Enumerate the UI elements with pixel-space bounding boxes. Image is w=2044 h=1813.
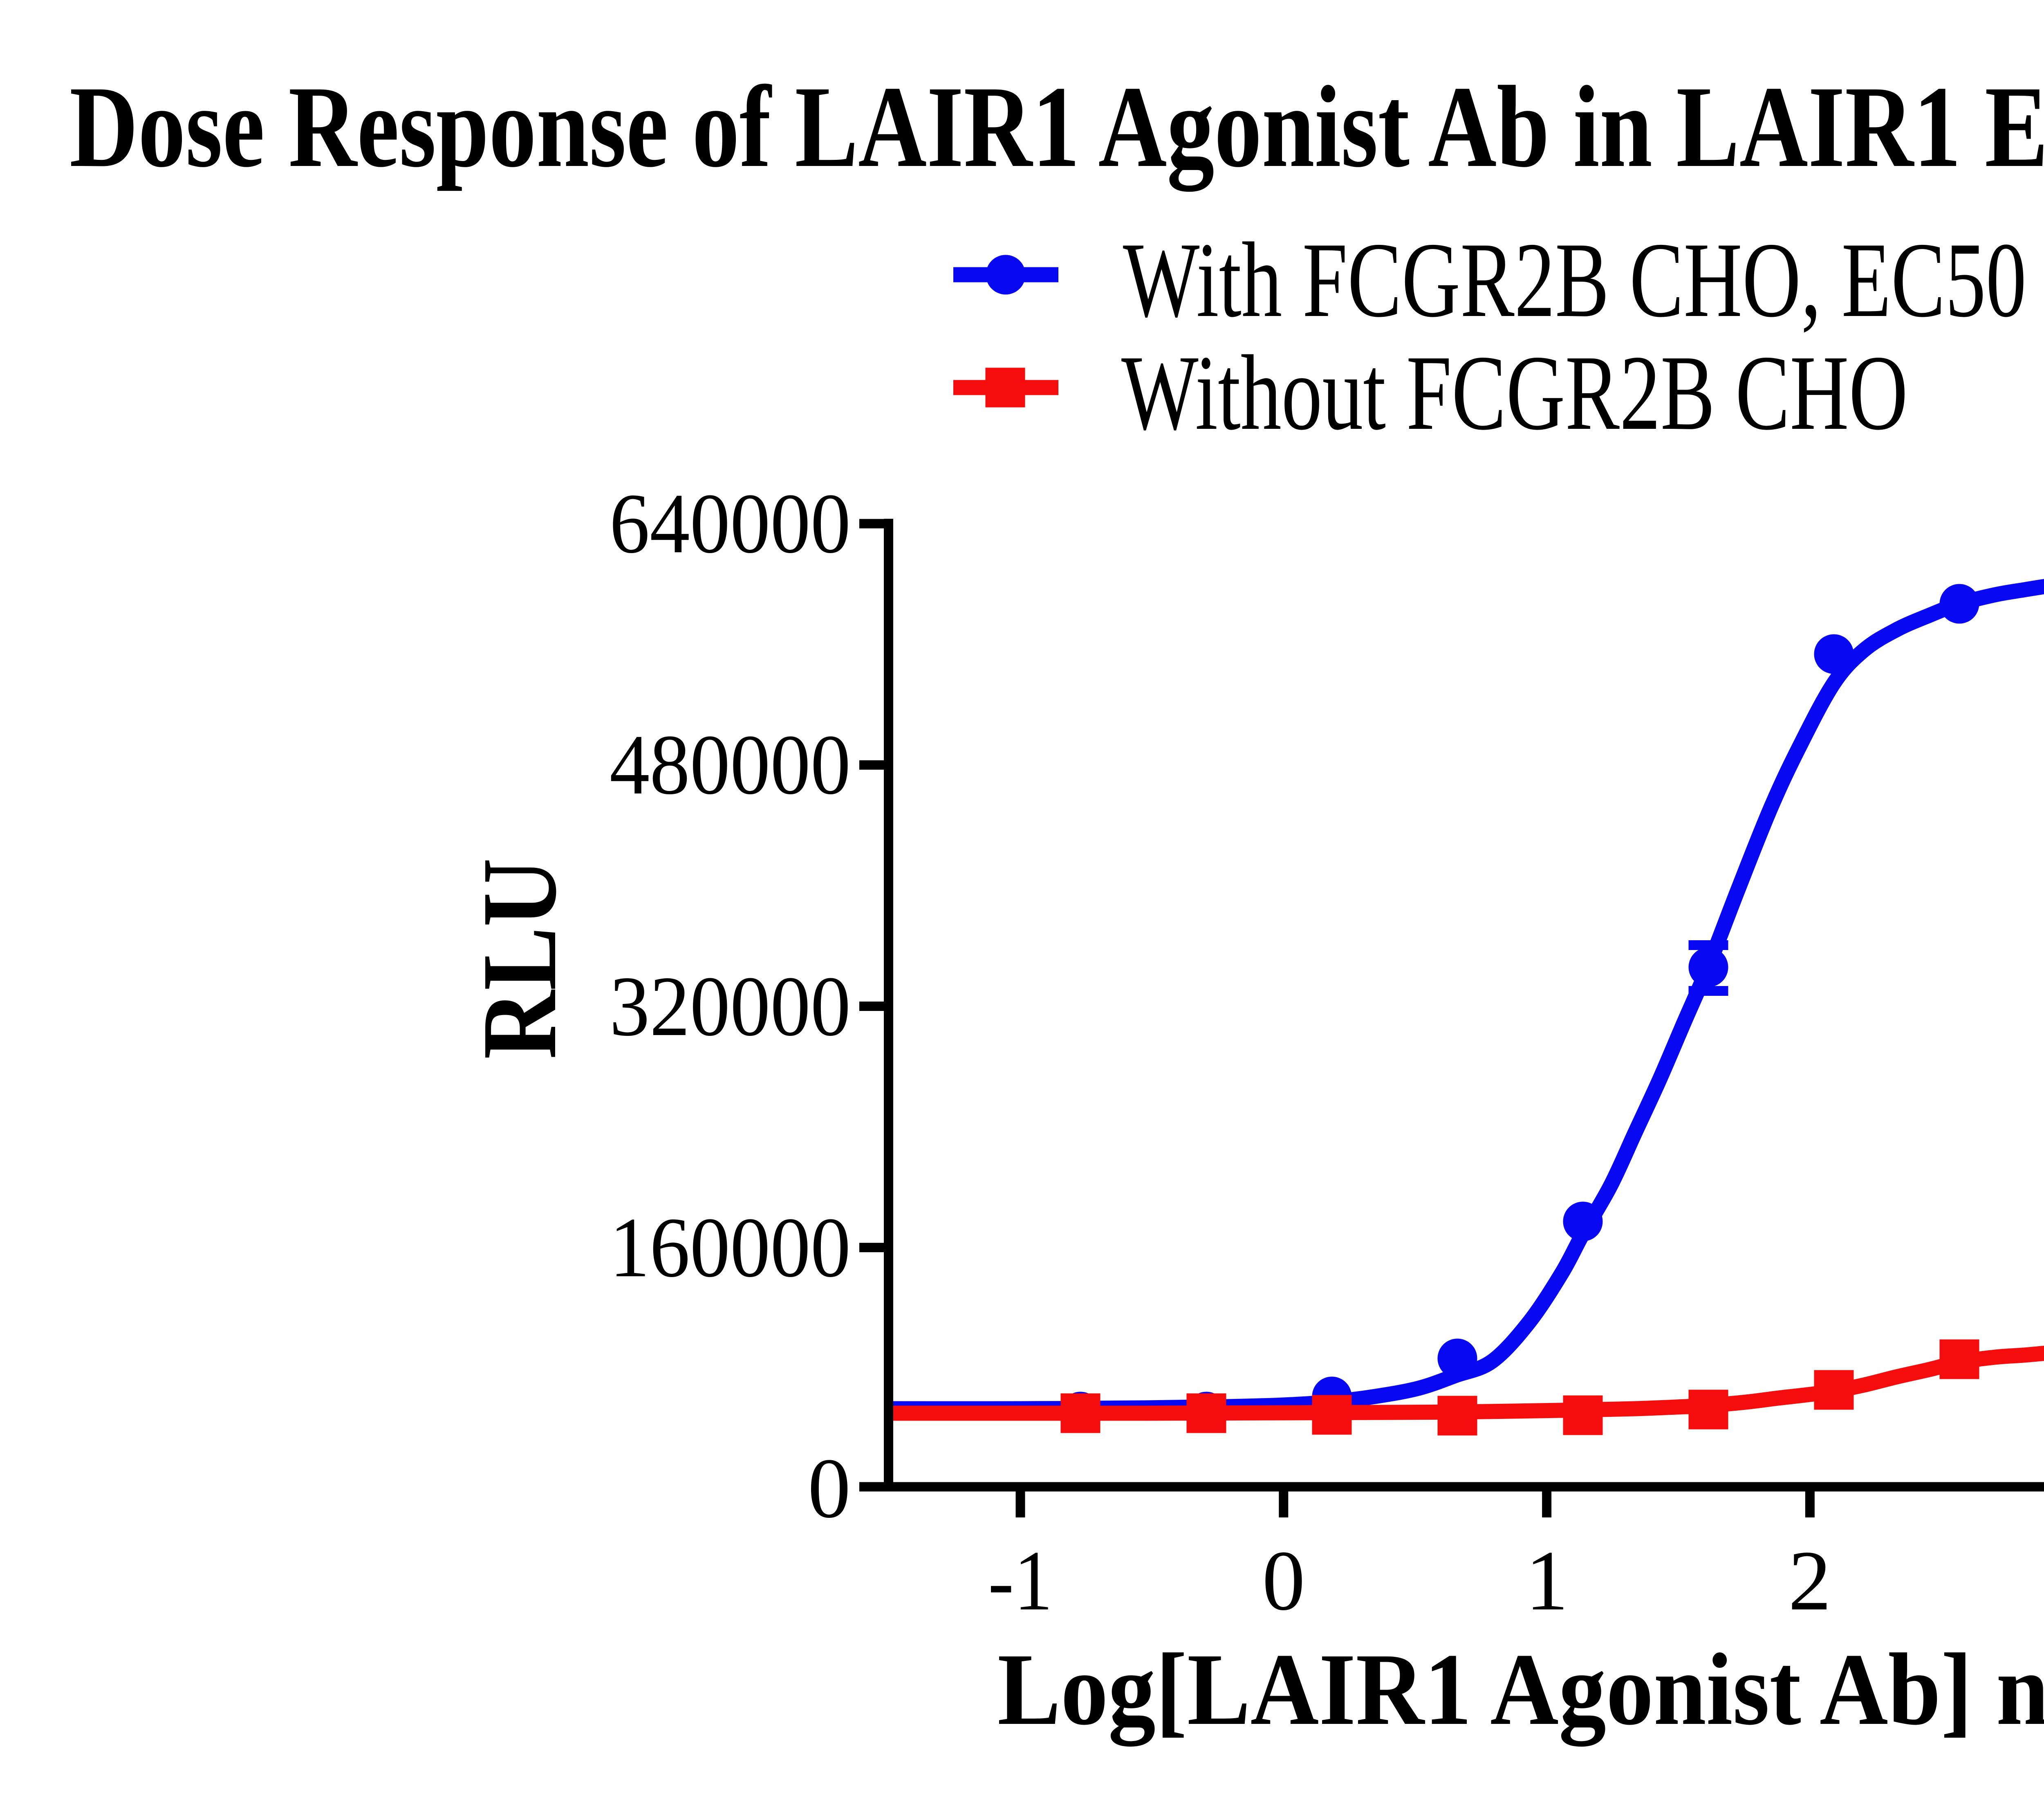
- svg-text:RLU: RLU: [460, 858, 578, 1059]
- svg-text:2: 2: [1788, 1533, 1831, 1628]
- svg-text:640000: 640000: [610, 476, 851, 571]
- svg-text:480000: 480000: [610, 717, 851, 812]
- svg-text:1: 1: [1526, 1533, 1569, 1628]
- svg-text:Log[LAIR1 Agonist Ab] ng/ml: Log[LAIR1 Agonist Ab] ng/ml: [997, 1632, 2044, 1747]
- svg-text:Dose Response of LAIR1 Agonist: Dose Response of LAIR1 Agonist Ab in LAI…: [69, 62, 2044, 193]
- svg-text:160000: 160000: [610, 1200, 851, 1295]
- svg-text:With FCGR2B CHO, EC50 = 34.9 n: With FCGR2B CHO, EC50 = 34.9 ng/ml: [1123, 220, 2044, 340]
- svg-text:-1: -1: [988, 1533, 1053, 1628]
- svg-text:0: 0: [808, 1441, 851, 1536]
- svg-text:320000: 320000: [610, 959, 851, 1054]
- svg-text:Without FCGR2B CHO: Without FCGR2B CHO: [1121, 333, 1908, 452]
- svg-text:0: 0: [1262, 1533, 1305, 1628]
